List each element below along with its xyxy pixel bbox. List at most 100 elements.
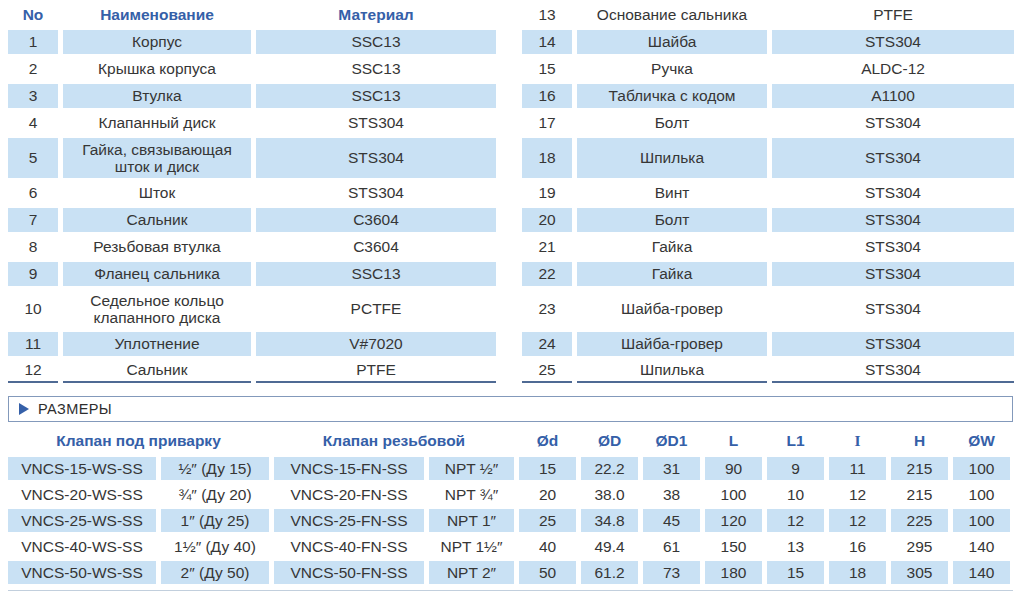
dim-value-D1: 45	[643, 509, 700, 532]
part-material: PCTFE	[256, 289, 496, 329]
table-gap	[501, 3, 517, 27]
dim-value-D: 22.2	[581, 457, 638, 480]
part-name: Уплотнение	[63, 332, 251, 356]
part-no: 12	[8, 359, 58, 383]
part-no: 19	[522, 181, 572, 205]
part-no: 15	[522, 57, 572, 81]
part-material: STS304	[256, 111, 496, 135]
part-material: SSC13	[256, 30, 496, 54]
part-material: STS304	[772, 359, 1014, 383]
part-material: SSC13	[256, 57, 496, 81]
part-name: Крышка корпуса	[63, 57, 251, 81]
group-header-threaded-valve: Клапан резьбовой	[274, 428, 514, 454]
dim-value-L1: 12	[767, 509, 824, 532]
dim-value-d: 15	[519, 457, 576, 480]
part-no: 21	[522, 235, 572, 259]
dim-weld-size: ½″ (Ду 15)	[161, 457, 269, 480]
part-no: 1	[8, 30, 58, 54]
dim-value-I: 18	[829, 561, 886, 584]
dim-thread-model: VNCS-15-FN-SS	[274, 457, 424, 480]
col-header-name: Наименование	[63, 3, 251, 27]
dim-value-d: 40	[519, 535, 576, 558]
group-header-weld-valve: Клапан под приварку	[8, 428, 269, 454]
dimensions-table: Клапан под приваркуКлапан резьбовойØdØDØ…	[0, 428, 1021, 584]
part-no: 2	[8, 57, 58, 81]
dim-thread-size: NPT 1″	[429, 509, 514, 532]
dim-value-L1: 13	[767, 535, 824, 558]
dim-value-D: 38.0	[581, 483, 638, 506]
part-name: Гайка	[577, 235, 767, 259]
col-header-D: ØD	[581, 428, 638, 454]
table-gap	[501, 84, 517, 108]
part-material: SSC13	[256, 262, 496, 286]
table-gap	[501, 208, 517, 232]
dim-value-D: 49.4	[581, 535, 638, 558]
dim-value-d: 20	[519, 483, 576, 506]
part-no: 22	[522, 262, 572, 286]
dim-value-d: 50	[519, 561, 576, 584]
dim-weld-size: 1½″ (Ду 40)	[161, 535, 269, 558]
dimensions-section-header: РАЗМЕРЫ	[8, 396, 1013, 422]
col-header-W: ØW	[953, 428, 1010, 454]
dim-thread-model: VNCS-25-FN-SS	[274, 509, 424, 532]
dim-value-L: 150	[705, 535, 762, 558]
dim-value-H: 215	[891, 457, 948, 480]
part-name: Фланец сальника	[63, 262, 251, 286]
dim-value-L: 100	[705, 483, 762, 506]
dim-value-W: 100	[953, 457, 1010, 480]
part-name: Табличка с кодом	[577, 84, 767, 108]
dim-thread-model: VNCS-40-FN-SS	[274, 535, 424, 558]
dim-value-W: 100	[953, 509, 1010, 532]
dim-value-H: 305	[891, 561, 948, 584]
part-no: 11	[8, 332, 58, 356]
part-material: STS304	[772, 30, 1014, 54]
table-gap	[501, 138, 517, 178]
part-material: C3604	[256, 235, 496, 259]
dim-weld-size: ¾″ (Ду 20)	[161, 483, 269, 506]
part-name: Болт	[577, 208, 767, 232]
col-header-H: H	[891, 428, 948, 454]
part-material: STS304	[256, 138, 496, 178]
part-no: 5	[8, 138, 58, 178]
part-name: Ручка	[577, 57, 767, 81]
part-material: PTFE	[772, 3, 1014, 27]
part-no: 8	[8, 235, 58, 259]
dim-value-D1: 61	[643, 535, 700, 558]
part-no: 4	[8, 111, 58, 135]
dim-value-I: 16	[829, 535, 886, 558]
part-material: A1100	[772, 84, 1014, 108]
table-gap	[501, 359, 517, 383]
dim-value-L: 180	[705, 561, 762, 584]
dim-weld-size: 1″ (Ду 25)	[161, 509, 269, 532]
part-no: 9	[8, 262, 58, 286]
part-name: Седельное кольцо клапанного диска	[63, 289, 251, 329]
part-material: STS304	[772, 181, 1014, 205]
part-name: Сальник	[63, 359, 251, 383]
dim-thread-size: NPT ¾″	[429, 483, 514, 506]
table-gap	[501, 181, 517, 205]
part-no: 7	[8, 208, 58, 232]
dim-weld-size: 2″ (Ду 50)	[161, 561, 269, 584]
page-bottom-divider	[8, 590, 1013, 591]
dim-value-L1: 9	[767, 457, 824, 480]
dim-value-I: 11	[829, 457, 886, 480]
part-name: Гайка, связывающая шток и диск	[63, 138, 251, 178]
part-material: C3604	[256, 208, 496, 232]
part-material: STS304	[772, 111, 1014, 135]
dim-value-W: 100	[953, 483, 1010, 506]
dim-weld-model: VNCS-25-WS-SS	[8, 509, 156, 532]
part-name: Винт	[577, 181, 767, 205]
dim-weld-model: VNCS-20-WS-SS	[8, 483, 156, 506]
part-material: STS304	[772, 289, 1014, 329]
dim-thread-size: NPT 1½″	[429, 535, 514, 558]
part-material: PTFE	[256, 359, 496, 383]
part-name: Шайба-гровер	[577, 289, 767, 329]
part-no: 16	[522, 84, 572, 108]
part-name: Шток	[63, 181, 251, 205]
dim-value-d: 25	[519, 509, 576, 532]
part-no: 18	[522, 138, 572, 178]
dim-thread-size: NPT ½″	[429, 457, 514, 480]
part-material: STS304	[772, 138, 1014, 178]
dim-value-L1: 15	[767, 561, 824, 584]
dim-value-D1: 73	[643, 561, 700, 584]
